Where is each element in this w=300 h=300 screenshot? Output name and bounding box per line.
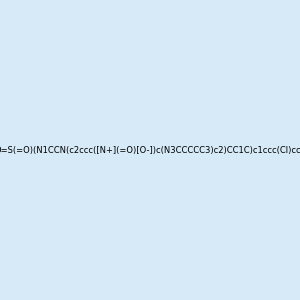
Text: O=S(=O)(N1CCN(c2ccc([N+](=O)[O-])c(N3CCCCC3)c2)CC1C)c1ccc(Cl)cc1: O=S(=O)(N1CCN(c2ccc([N+](=O)[O-])c(N3CCC… <box>0 146 300 154</box>
